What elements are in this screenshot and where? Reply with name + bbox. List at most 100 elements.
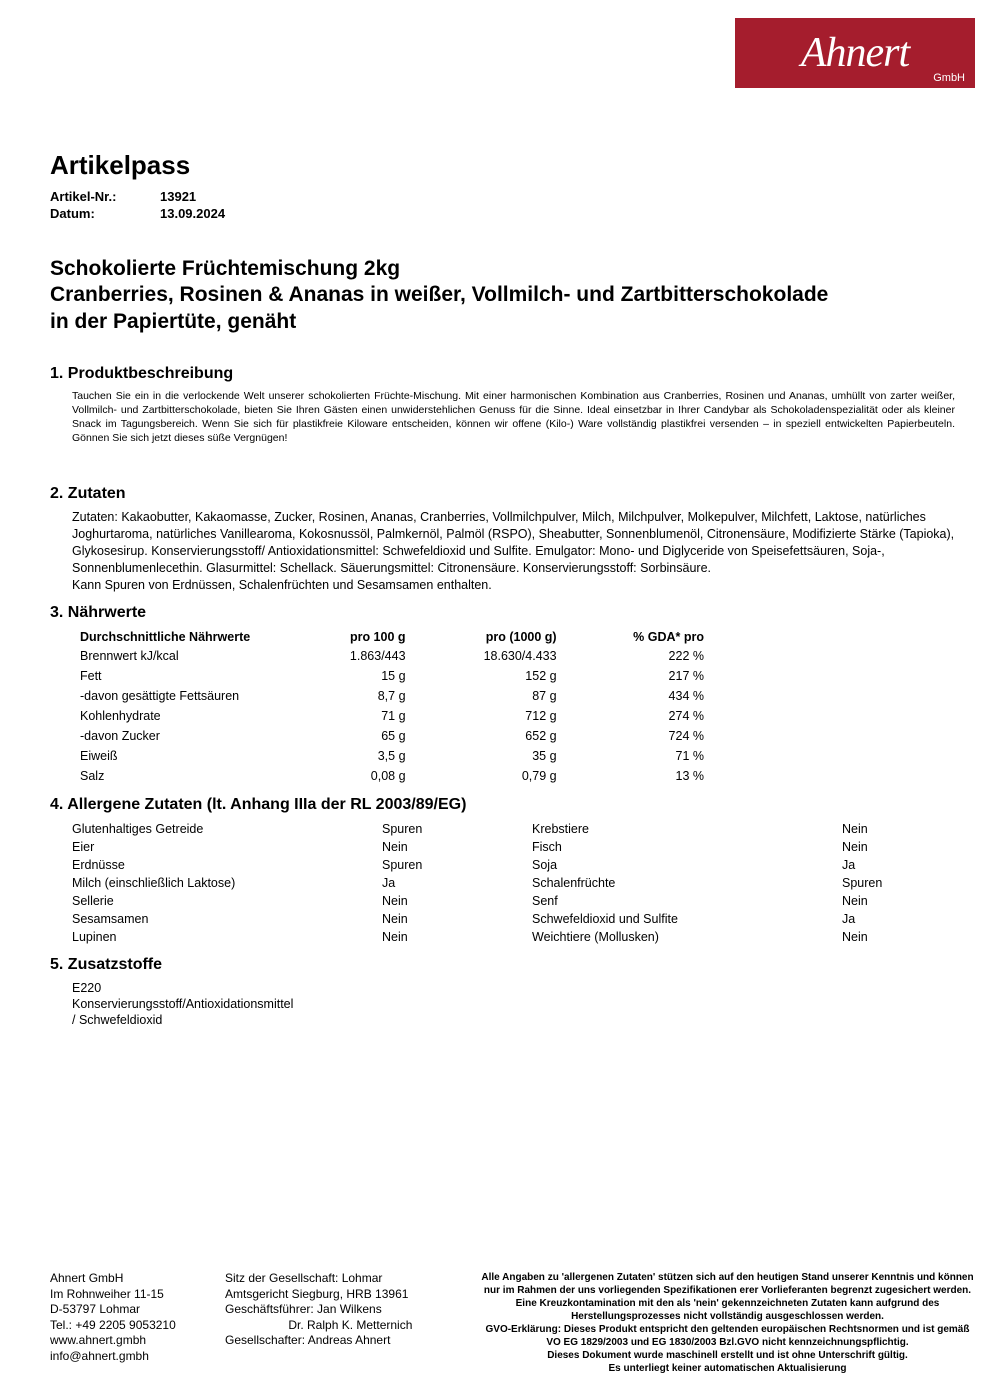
allergen-cell: Fisch bbox=[532, 838, 842, 856]
allergen-cell: Nein bbox=[382, 928, 532, 946]
footer: Ahnert GmbHIm Rohnweiher 11-15D-53797 Lo… bbox=[50, 1271, 975, 1375]
allergen-cell: Senf bbox=[532, 892, 842, 910]
allergen-cell: Schalenfrüchte bbox=[532, 874, 842, 892]
nutrition-row: -davon gesättigte Fettsäuren8,7 g87 g434… bbox=[72, 686, 712, 706]
nut-h2: pro (1000 g) bbox=[414, 628, 565, 646]
nutrition-cell: 652 g bbox=[414, 726, 565, 746]
allergen-cell: Nein bbox=[382, 892, 532, 910]
nutrition-cell: -davon gesättigte Fettsäuren bbox=[72, 686, 292, 706]
document-body: Artikelpass Artikel-Nr.: 13921 Datum: 13… bbox=[0, 0, 1005, 1029]
nutrition-row: -davon Zucker65 g652 g724 % bbox=[72, 726, 712, 746]
allergen-cell: Sesamsamen bbox=[72, 910, 382, 928]
allergen-row: EierNeinFischNein bbox=[72, 838, 992, 856]
allergen-cell: Ja bbox=[842, 856, 992, 874]
section2-heading: 2. Zutaten bbox=[50, 485, 955, 503]
nutrition-cell: 13 % bbox=[565, 766, 712, 786]
allergen-cell: Weichtiere (Mollusken) bbox=[532, 928, 842, 946]
nutrition-cell: Salz bbox=[72, 766, 292, 786]
logo-text: Ahnert bbox=[801, 29, 909, 77]
nutrition-cell: 87 g bbox=[414, 686, 565, 706]
section4-heading: 4. Allergene Zutaten (lt. Anhang IIIa de… bbox=[50, 796, 955, 814]
allergen-cell: Lupinen bbox=[72, 928, 382, 946]
allergen-cell: Spuren bbox=[382, 856, 532, 874]
nutrition-row: Kohlenhydrate71 g712 g274 % bbox=[72, 706, 712, 726]
nutrition-table: Durchschnittliche Nährwerte pro 100 g pr… bbox=[72, 628, 712, 786]
nutrition-row: Eiweiß3,5 g35 g71 % bbox=[72, 746, 712, 766]
nutrition-row: Brennwert kJ/kcal1.863/44318.630/4.43322… bbox=[72, 646, 712, 666]
nutrition-cell: 35 g bbox=[414, 746, 565, 766]
nutrition-cell: 8,7 g bbox=[292, 686, 414, 706]
nutrition-cell: 724 % bbox=[565, 726, 712, 746]
allergen-cell: Nein bbox=[842, 838, 992, 856]
meta-date: Datum: 13.09.2024 bbox=[50, 206, 955, 221]
section5-heading: 5. Zusatzstoffe bbox=[50, 956, 955, 974]
nutrition-cell: 274 % bbox=[565, 706, 712, 726]
nut-h3: % GDA* pro bbox=[565, 628, 712, 646]
nutrition-cell: 0,08 g bbox=[292, 766, 414, 786]
nutrition-cell: 71 % bbox=[565, 746, 712, 766]
nutrition-header-row: Durchschnittliche Nährwerte pro 100 g pr… bbox=[72, 628, 712, 646]
product-title: Schokolierte Früchtemischung 2kgCranberr… bbox=[50, 256, 955, 335]
nutrition-cell: 18.630/4.433 bbox=[414, 646, 565, 666]
allergen-row: SellerieNeinSenfNein bbox=[72, 892, 992, 910]
additives-text: E220Konservierungsstoff/Antioxidationsmi… bbox=[72, 980, 272, 1029]
nutrition-cell: 434 % bbox=[565, 686, 712, 706]
allergen-cell: Nein bbox=[842, 928, 992, 946]
nutrition-cell: 3,5 g bbox=[292, 746, 414, 766]
section2-text: Zutaten: Kakaobutter, Kakaomasse, Zucker… bbox=[72, 509, 955, 593]
nutrition-cell: 0,79 g bbox=[414, 766, 565, 786]
nutrition-cell: Fett bbox=[72, 666, 292, 686]
nutrition-cell: 222 % bbox=[565, 646, 712, 666]
date-value: 13.09.2024 bbox=[160, 206, 225, 221]
date-label: Datum: bbox=[50, 206, 160, 221]
section1-heading: 1. Produktbeschreibung bbox=[50, 365, 955, 383]
nutrition-cell: 71 g bbox=[292, 706, 414, 726]
article-label: Artikel-Nr.: bbox=[50, 189, 160, 204]
nut-h1: pro 100 g bbox=[292, 628, 414, 646]
nutrition-cell: Kohlenhydrate bbox=[72, 706, 292, 726]
allergen-row: Milch (einschließlich Laktose)JaSchalenf… bbox=[72, 874, 992, 892]
allergen-cell: Spuren bbox=[382, 820, 532, 838]
allergen-cell: Nein bbox=[382, 838, 532, 856]
allergen-cell: Schwefeldioxid und Sulfite bbox=[532, 910, 842, 928]
allergen-row: LupinenNeinWeichtiere (Mollusken)Nein bbox=[72, 928, 992, 946]
nutrition-cell: 1.863/443 bbox=[292, 646, 414, 666]
allergen-table: Glutenhaltiges GetreideSpurenKrebstiereN… bbox=[72, 820, 992, 946]
nut-h0: Durchschnittliche Nährwerte bbox=[72, 628, 292, 646]
allergen-cell: Ja bbox=[382, 874, 532, 892]
footer-legal: Sitz der Gesellschaft: LohmarAmtsgericht… bbox=[225, 1271, 480, 1375]
allergen-cell: Milch (einschließlich Laktose) bbox=[72, 874, 382, 892]
allergen-cell: Glutenhaltiges Getreide bbox=[72, 820, 382, 838]
nutrition-cell: Eiweiß bbox=[72, 746, 292, 766]
allergen-cell: Spuren bbox=[842, 874, 992, 892]
nutrition-cell: Brennwert kJ/kcal bbox=[72, 646, 292, 666]
allergen-cell: Krebstiere bbox=[532, 820, 842, 838]
nutrition-row: Salz0,08 g0,79 g13 % bbox=[72, 766, 712, 786]
logo-suffix: GmbH bbox=[933, 72, 965, 84]
nutrition-cell: 65 g bbox=[292, 726, 414, 746]
meta-article: Artikel-Nr.: 13921 bbox=[50, 189, 955, 204]
allergen-cell: Sellerie bbox=[72, 892, 382, 910]
allergen-row: SesamsamenNeinSchwefeldioxid und Sulfite… bbox=[72, 910, 992, 928]
allergen-cell: Nein bbox=[382, 910, 532, 928]
nutrition-cell: 712 g bbox=[414, 706, 565, 726]
section3-heading: 3. Nährwerte bbox=[50, 604, 955, 622]
nutrition-row: Fett15 g152 g217 % bbox=[72, 666, 712, 686]
allergen-cell: Nein bbox=[842, 892, 992, 910]
allergen-row: Glutenhaltiges GetreideSpurenKrebstiereN… bbox=[72, 820, 992, 838]
nutrition-cell: 217 % bbox=[565, 666, 712, 686]
allergen-cell: Erdnüsse bbox=[72, 856, 382, 874]
allergen-cell: Eier bbox=[72, 838, 382, 856]
allergen-cell: Ja bbox=[842, 910, 992, 928]
section1-text: Tauchen Sie ein in die verlockende Welt … bbox=[72, 389, 955, 446]
article-value: 13921 bbox=[160, 189, 196, 204]
footer-disclaimer: Alle Angaben zu 'allergenen Zutaten' stü… bbox=[480, 1271, 975, 1375]
nutrition-cell: 15 g bbox=[292, 666, 414, 686]
company-logo: Ahnert GmbH bbox=[735, 18, 975, 88]
nutrition-cell: 152 g bbox=[414, 666, 565, 686]
nutrition-cell: -davon Zucker bbox=[72, 726, 292, 746]
allergen-cell: Nein bbox=[842, 820, 992, 838]
footer-company: Ahnert GmbHIm Rohnweiher 11-15D-53797 Lo… bbox=[50, 1271, 225, 1375]
document-title: Artikelpass bbox=[50, 150, 955, 181]
allergen-cell: Soja bbox=[532, 856, 842, 874]
